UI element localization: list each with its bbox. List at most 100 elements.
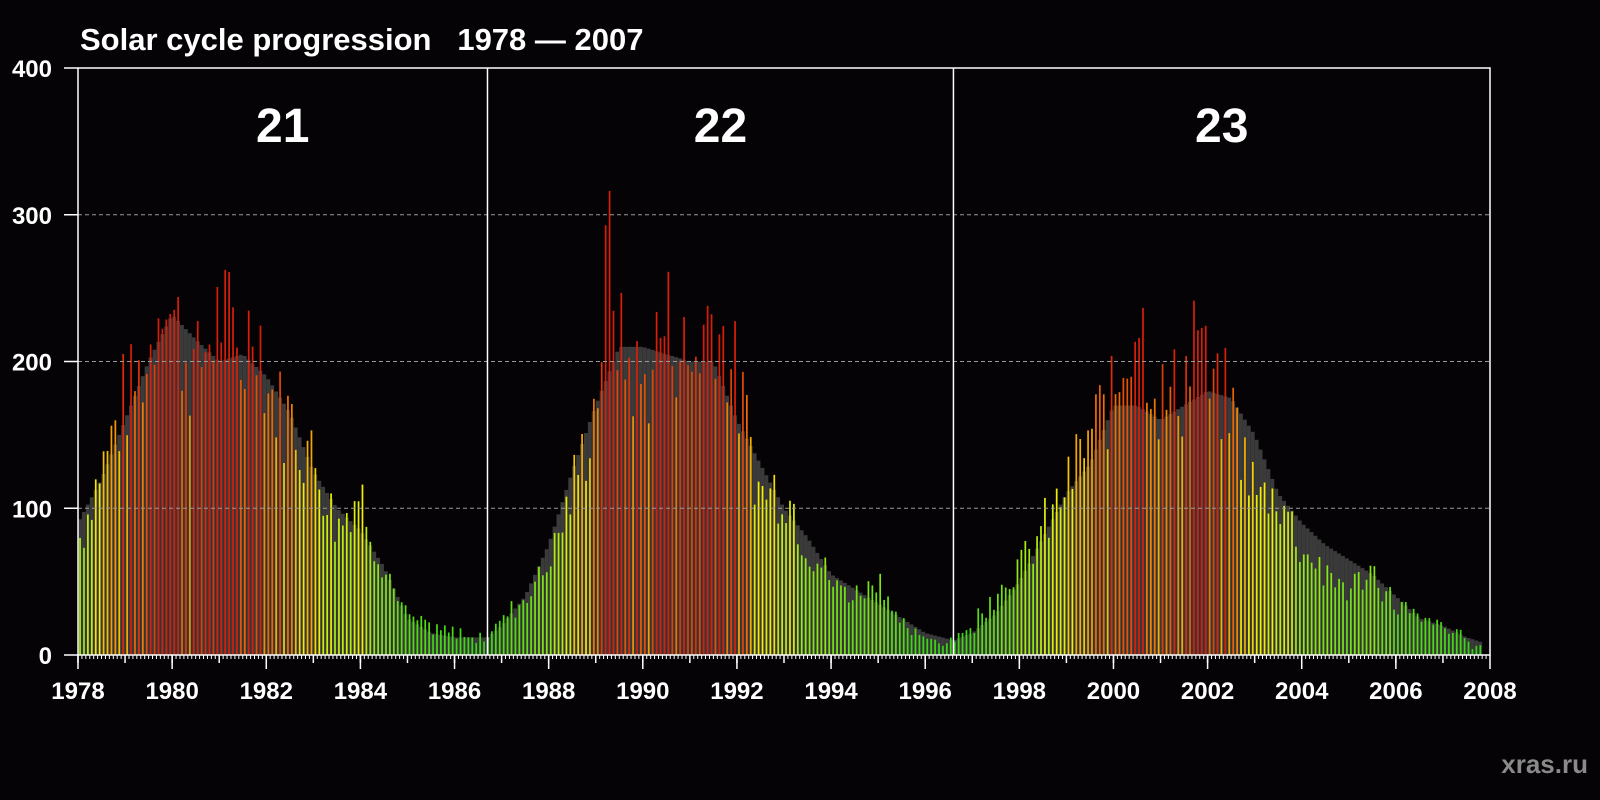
monthly-bar xyxy=(1169,386,1172,655)
monthly-bar xyxy=(204,352,207,655)
cycle-label: 21 xyxy=(256,100,309,153)
monthly-bar xyxy=(749,437,752,655)
monthly-bar xyxy=(953,641,956,655)
monthly-bar xyxy=(314,468,317,655)
x-tick-label: 1984 xyxy=(334,678,388,705)
monthly-bar xyxy=(1377,587,1380,655)
grid-lines xyxy=(78,214,1490,509)
monthly-bar xyxy=(345,512,348,655)
monthly-bar xyxy=(667,271,670,655)
monthly-bar xyxy=(263,413,266,655)
monthly-bar xyxy=(1275,511,1278,655)
monthly-bar xyxy=(1318,557,1321,655)
monthly-bar xyxy=(694,356,697,655)
monthly-bar xyxy=(1122,377,1125,655)
monthly-bar xyxy=(742,371,744,655)
monthly-bar xyxy=(1279,523,1282,655)
monthly-bar xyxy=(753,504,756,655)
monthly-bar xyxy=(267,393,270,655)
monthly-bar xyxy=(514,617,517,655)
monthly-bar xyxy=(855,585,858,655)
monthly-bar xyxy=(891,610,893,655)
monthly-bar xyxy=(565,496,568,655)
monthly-bar xyxy=(596,408,599,655)
monthly-bar xyxy=(1255,495,1258,655)
monthly-bar xyxy=(934,639,936,655)
monthly-bar xyxy=(863,598,866,655)
monthly-bar xyxy=(1236,407,1238,655)
monthly-bar xyxy=(1051,504,1054,655)
monthly-bar xyxy=(1130,376,1133,655)
monthly-bar xyxy=(683,317,685,655)
monthly-bar xyxy=(302,482,305,655)
monthly-bar xyxy=(789,500,791,655)
monthly-bar xyxy=(1153,398,1156,655)
monthly-bar xyxy=(969,628,972,655)
monthly-bar xyxy=(781,514,783,655)
monthly-bar xyxy=(612,310,615,655)
monthly-bar xyxy=(734,321,736,655)
monthly-bar xyxy=(671,366,674,655)
monthly-bar xyxy=(1295,546,1297,655)
monthly-bar xyxy=(561,532,564,655)
monthly-bar xyxy=(1204,325,1207,655)
monthly-bar xyxy=(1095,394,1097,655)
monthly-bar xyxy=(447,632,450,655)
monthly-bar xyxy=(785,523,787,655)
monthly-bar xyxy=(416,620,419,655)
monthly-bar xyxy=(910,634,913,655)
monthly-bar xyxy=(455,638,458,655)
monthly-bar xyxy=(1212,368,1215,655)
monthly-bar xyxy=(1365,579,1368,655)
monthly-bar xyxy=(1055,488,1058,655)
monthly-bar xyxy=(334,541,336,655)
monthly-bar xyxy=(1008,589,1011,655)
monthly-bar xyxy=(1020,549,1023,655)
monthly-bar xyxy=(149,344,152,655)
monthly-bar xyxy=(1240,479,1242,655)
monthly-bar xyxy=(1271,488,1274,655)
monthly-bar xyxy=(1091,428,1093,655)
monthly-bar xyxy=(106,450,109,655)
monthly-bar xyxy=(1134,341,1136,655)
monthly-bar xyxy=(1047,537,1050,655)
monthly-bar xyxy=(389,573,391,655)
monthly-bar xyxy=(1161,364,1164,655)
monthly-bar xyxy=(1412,608,1415,655)
monthly-bar xyxy=(1173,349,1176,655)
monthly-bar xyxy=(373,561,376,655)
monthly-bar xyxy=(549,566,552,655)
monthly-bar xyxy=(240,379,242,655)
x-tick-label: 2002 xyxy=(1181,678,1234,705)
monthly-bar xyxy=(949,637,952,655)
monthly-bar xyxy=(1181,436,1184,655)
monthly-bar xyxy=(585,480,587,655)
monthly-bar xyxy=(518,605,521,655)
monthly-bar xyxy=(1142,307,1144,655)
y-tick-label: 100 xyxy=(12,496,52,523)
monthly-bar xyxy=(1059,507,1062,655)
monthly-bar xyxy=(1475,645,1478,655)
monthly-bar xyxy=(569,514,572,655)
monthly-bar xyxy=(1314,568,1317,655)
monthly-bar xyxy=(663,336,666,655)
monthly-bar xyxy=(1228,433,1231,655)
monthly-bar xyxy=(408,614,411,655)
x-tick-label: 1996 xyxy=(899,678,952,705)
monthly-bar xyxy=(1126,378,1129,655)
x-tick-label: 1988 xyxy=(522,678,575,705)
monthly-bar xyxy=(420,615,423,655)
monthly-bar xyxy=(1440,622,1442,655)
monthly-bar xyxy=(1479,645,1482,655)
monthly-bar xyxy=(1471,649,1474,655)
monthly-bar xyxy=(985,617,987,655)
monthly-bar xyxy=(1404,602,1407,655)
monthly-bar xyxy=(965,630,968,655)
axes: 0 100 200 300 400 1978 1980 1982 1984 1986 1988 199… xyxy=(12,56,1517,705)
cycle-label: 22 xyxy=(694,100,747,153)
monthly-bar xyxy=(173,309,176,655)
monthly-bar xyxy=(1197,330,1199,655)
monthly-bar xyxy=(491,631,493,655)
monthly-bar xyxy=(824,557,827,655)
monthly-bar xyxy=(1299,561,1301,655)
